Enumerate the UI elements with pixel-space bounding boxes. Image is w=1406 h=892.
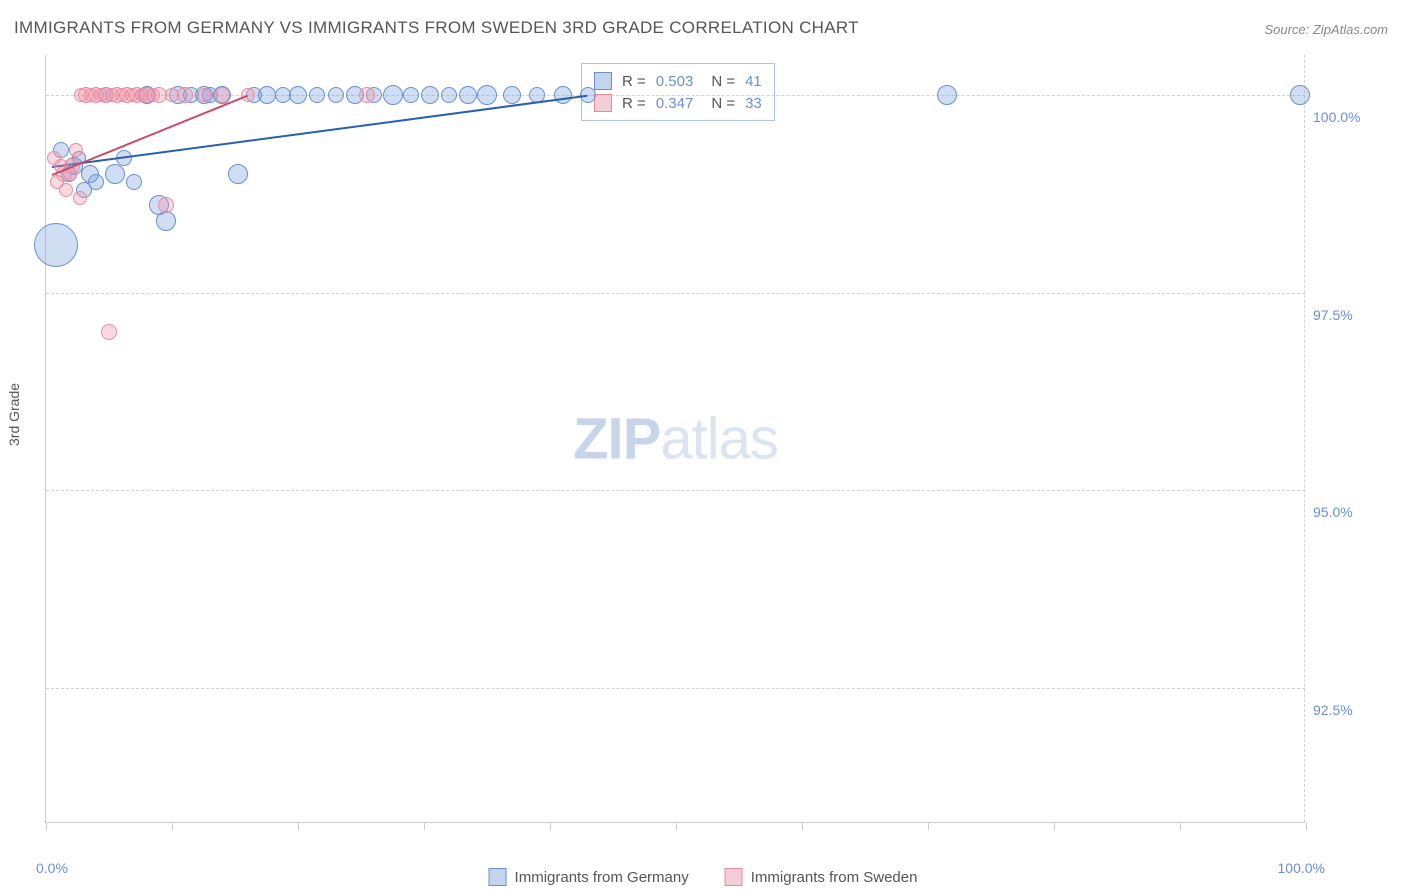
- x-tick: [1180, 822, 1181, 830]
- x-tick: [172, 822, 173, 830]
- watermark-atlas: atlas: [660, 406, 778, 471]
- x-axis-max-label: 100.0%: [1278, 860, 1325, 876]
- legend-swatch: [725, 868, 743, 886]
- legend-n-label: N =: [711, 95, 735, 112]
- y-tick-label: 97.5%: [1313, 307, 1393, 323]
- scatter-point: [258, 86, 276, 104]
- x-tick: [424, 822, 425, 830]
- legend-label: Immigrants from Germany: [515, 869, 689, 886]
- scatter-point: [477, 85, 497, 105]
- correlation-legend: R = 0.503 N = 41 R = 0.347 N = 33: [581, 63, 775, 121]
- series-legend: Immigrants from Germany Immigrants from S…: [489, 868, 918, 886]
- scatter-point: [241, 88, 255, 102]
- x-tick: [1054, 822, 1055, 830]
- scatter-point: [158, 197, 174, 213]
- scatter-point: [937, 85, 957, 105]
- scatter-point: [197, 88, 211, 102]
- source-attribution: Source: ZipAtlas.com: [1264, 22, 1388, 37]
- y-tick-label: 100.0%: [1313, 109, 1393, 125]
- scatter-point: [88, 174, 104, 190]
- legend-item: Immigrants from Sweden: [725, 868, 918, 886]
- legend-r-label: R =: [622, 95, 646, 112]
- scatter-point: [34, 223, 78, 267]
- scatter-point: [59, 183, 73, 197]
- watermark-zip: ZIP: [573, 406, 660, 471]
- x-tick: [46, 822, 47, 830]
- scatter-point: [441, 87, 457, 103]
- legend-r-value: 0.347: [656, 95, 694, 112]
- watermark: ZIPatlas: [573, 405, 778, 472]
- chart-title: IMMIGRANTS FROM GERMANY VS IMMIGRANTS FR…: [14, 18, 859, 38]
- scatter-point: [73, 191, 87, 205]
- legend-item: Immigrants from Germany: [489, 868, 689, 886]
- legend-swatch: [594, 72, 612, 90]
- x-tick: [676, 822, 677, 830]
- scatter-point: [228, 164, 248, 184]
- scatter-point: [309, 87, 325, 103]
- legend-row: R = 0.503 N = 41: [594, 70, 762, 92]
- y-tick-label: 95.0%: [1313, 504, 1393, 520]
- gridline-horizontal: [46, 688, 1305, 689]
- scatter-point: [69, 143, 83, 157]
- plot-area: ZIPatlas R = 0.503N = 41R = 0.347N = 33 …: [45, 55, 1305, 823]
- y-axis-title: 3rd Grade: [6, 383, 22, 446]
- scatter-point: [328, 87, 344, 103]
- x-axis-min-label: 0.0%: [36, 860, 68, 876]
- x-tick: [298, 822, 299, 830]
- legend-swatch: [489, 868, 507, 886]
- scatter-point: [383, 85, 403, 105]
- trend-line: [52, 95, 248, 176]
- scatter-point: [156, 211, 176, 231]
- legend-r-label: R =: [622, 73, 646, 90]
- plot-right-border: [1304, 55, 1305, 822]
- scatter-point: [126, 174, 142, 190]
- scatter-point: [459, 86, 477, 104]
- legend-n-value: 33: [745, 95, 762, 112]
- scatter-point: [359, 87, 375, 103]
- x-tick: [1306, 822, 1307, 830]
- scatter-point: [421, 86, 439, 104]
- y-tick-label: 92.5%: [1313, 702, 1393, 718]
- legend-n-value: 41: [745, 73, 762, 90]
- gridline-horizontal: [46, 293, 1305, 294]
- scatter-point: [105, 164, 125, 184]
- scatter-point: [503, 86, 521, 104]
- scatter-point: [214, 87, 230, 103]
- gridline-horizontal: [46, 490, 1305, 491]
- legend-swatch: [594, 94, 612, 112]
- legend-r-value: 0.503: [656, 73, 694, 90]
- gridline-horizontal: [46, 95, 1305, 96]
- trend-line: [52, 95, 588, 168]
- legend-n-label: N =: [711, 73, 735, 90]
- legend-label: Immigrants from Sweden: [751, 869, 918, 886]
- x-tick: [928, 822, 929, 830]
- scatter-point: [1290, 85, 1310, 105]
- x-tick: [550, 822, 551, 830]
- scatter-point: [177, 87, 193, 103]
- x-tick: [802, 822, 803, 830]
- scatter-point: [403, 87, 419, 103]
- scatter-point: [101, 324, 117, 340]
- scatter-point: [289, 86, 307, 104]
